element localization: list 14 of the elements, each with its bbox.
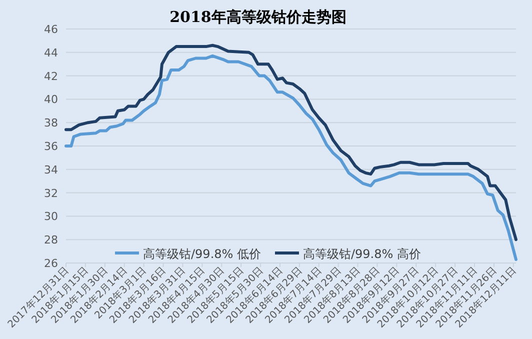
y-tick-label: 30 — [44, 210, 58, 224]
y-tick-label: 28 — [44, 234, 58, 247]
chart-title: 2018年高等级钴价走势图 — [170, 8, 346, 26]
y-tick-label: 32 — [44, 186, 58, 200]
y-tick-label: 46 — [44, 23, 58, 36]
y-tick-label: 44 — [44, 46, 58, 60]
y-tick-label: 42 — [44, 70, 58, 83]
legend-label: 高等级钴/99.8% 低价 — [143, 247, 261, 261]
y-tick-label: 36 — [44, 140, 58, 153]
legend-label: 高等级钴/99.8% 高价 — [302, 247, 421, 261]
y-tick-label: 26 — [44, 257, 58, 270]
y-tick-label: 38 — [44, 116, 58, 130]
y-tick-label: 40 — [44, 93, 58, 106]
y-tick-label: 34 — [44, 163, 58, 176]
